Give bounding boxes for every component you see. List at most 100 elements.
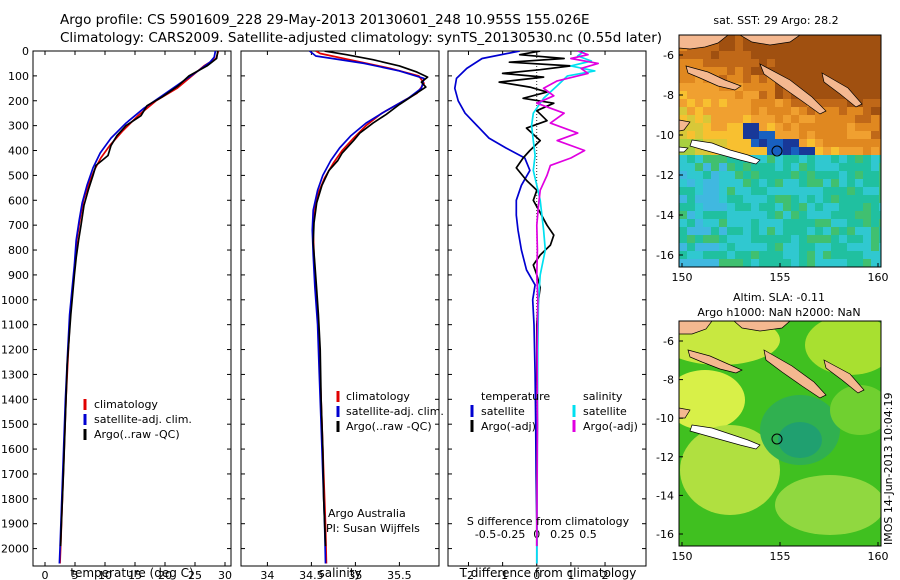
legend-label-satellite: satellite-adj. clim.: [94, 413, 192, 426]
map-y-tick-label: -12: [656, 169, 674, 182]
y-tick-label: 2000: [1, 543, 29, 556]
map-x-tick-label: 150: [672, 550, 693, 563]
y-tick-label: 1700: [1, 468, 29, 481]
sla-map: Altim. SLA: -0.11 Argo h1000: NaN h2000:…: [656, 291, 889, 563]
series-line-satellite-adj-clim: [309, 51, 425, 564]
salinity-profile-chart: 34 34.5 35 35.5 salinity climatology satell…: [240, 50, 444, 580]
map-x-tick-label: 155: [770, 550, 791, 563]
temperature-profile-chart: 0100200300400500600700800900100011001200…: [1, 45, 232, 580]
y-tick-label: 700: [8, 219, 29, 232]
x-tick-label: 15: [128, 569, 142, 580]
legend-label-climatology: climatology: [346, 390, 410, 403]
s-tick-label: 0.5: [579, 528, 597, 541]
map-y-tick-label: -8: [663, 374, 674, 387]
y-tick-label: 1600: [1, 443, 29, 456]
map-y-tick-label: -16: [656, 249, 674, 262]
imos-timestamp: IMOS 14-Jun-2013 10:04:19: [882, 392, 895, 545]
y-tick-label: 1100: [1, 319, 29, 332]
map-x-tick-label: 160: [868, 271, 889, 284]
map-y-tick-label: -6: [663, 49, 674, 62]
y-tick-label: 400: [8, 145, 29, 158]
x-tick-label: 1: [567, 569, 574, 580]
y-tick-label: 900: [8, 269, 29, 282]
sst-land-outline: [679, 35, 863, 165]
x-tick-label: -1: [497, 569, 508, 580]
sst-color-field: [679, 35, 881, 267]
legend-label-s-argo: Argo(-adj): [583, 420, 638, 433]
y-tick-label: 200: [8, 95, 29, 108]
map-y-tick-label: -6: [663, 335, 674, 348]
series-line-temperature-satellite: [453, 51, 538, 564]
sla-land-outline: [679, 321, 865, 450]
t-difference-label: T difference from climatology: [459, 566, 637, 580]
y-tick-label: 800: [8, 244, 29, 257]
series-line-argo-raw-qc: [312, 51, 429, 547]
y-tick-label: 1900: [1, 518, 29, 531]
difference-legend-salinity: salinity satellite Argo(-adj): [572, 390, 638, 433]
temperature-axes-frame: [32, 50, 232, 567]
x-tick-label: 5: [72, 569, 79, 580]
difference-legend-temperature: temperature satellite Argo(-adj): [470, 390, 550, 433]
y-tick-label: 300: [8, 120, 29, 133]
x-tick-label: 10: [98, 569, 112, 580]
map-x-tick-label: 160: [868, 550, 889, 563]
map-y-tick-label: -14: [656, 489, 674, 502]
map-y-tick-label: -10: [656, 129, 674, 142]
s-difference-label: S difference from climatology: [467, 515, 630, 528]
map-y-tick-label: -14: [656, 209, 674, 222]
y-tick-label: 0: [22, 45, 29, 58]
legend-label-climatology: climatology: [94, 398, 158, 411]
y-tick-label: 100: [8, 70, 29, 83]
s-tick-label: 0.25: [550, 528, 575, 541]
x-tick-label: 20: [158, 569, 172, 580]
series-line-temperature-argo-adj: [498, 51, 572, 547]
map-y-tick-label: -16: [656, 528, 674, 541]
y-tick-label: 1300: [1, 368, 29, 381]
program-label: Argo Australia: [328, 507, 406, 520]
y-tick-label: 1500: [1, 418, 29, 431]
legend-label-argo: Argo(..raw -QC): [94, 428, 180, 441]
float-position-marker: [771, 145, 783, 157]
x-tick-label: 0: [42, 569, 49, 580]
figure-title-line2: Climatology: CARS2009. Satellite-adjuste…: [60, 30, 662, 46]
map-y-tick-label: -8: [663, 89, 674, 102]
legend-label-satellite: satellite-adj. clim.: [346, 405, 444, 418]
legend-title-temperature: temperature: [481, 390, 550, 403]
s-tick-label: -0.25: [497, 528, 525, 541]
x-tick-label: 0: [533, 569, 540, 580]
legend-title-salinity: salinity: [583, 390, 623, 403]
temperature-legend: climatology satellite-adj. clim. Argo(..…: [83, 398, 192, 441]
y-tick-label: 1400: [1, 393, 29, 406]
sst-map: sat. SST: 29 Argo: 28.2 150 155 160 -6 -8 -10…: [656, 14, 888, 284]
map-y-tick-label: -10: [656, 412, 674, 425]
x-tick-label: 25: [188, 569, 202, 580]
series-line-salinity-argo-adj: [535, 51, 600, 547]
y-tick-label: 1800: [1, 493, 29, 506]
x-tick-label: 2: [602, 569, 609, 580]
y-tick-label: 500: [8, 169, 29, 182]
sla-map-title-line2: Argo h1000: NaN h2000: NaN: [697, 306, 860, 319]
x-tick-label: 34.5: [299, 569, 324, 580]
map-x-tick-label: 155: [770, 271, 791, 284]
legend-label-argo: Argo(..raw -QC): [346, 420, 432, 433]
float-position-marker: [771, 433, 783, 445]
salinity-legend: climatology satellite-adj. clim. Argo(..…: [336, 390, 444, 433]
figure-title-line1: Argo profile: CS 5901609_228 29-May-2013…: [60, 12, 590, 28]
legend-label-s-satellite: satellite: [583, 405, 627, 418]
series-line-argo-raw-qc: [59, 51, 219, 547]
x-tick-label: 34: [260, 569, 274, 580]
map-y-tick-label: -12: [656, 451, 674, 464]
pi-label: PI: Susan Wijffels: [326, 522, 420, 535]
salinity-xlabel: salinity: [318, 566, 361, 580]
salinity-axes-frame: [240, 50, 440, 567]
x-tick-label: 35.5: [387, 569, 412, 580]
x-tick-label: -2: [463, 569, 474, 580]
sla-map-title-line1: Altim. SLA: -0.11: [733, 291, 825, 304]
y-tick-label: 600: [8, 194, 29, 207]
x-tick-label: 30: [218, 569, 232, 580]
difference-profile-chart: -2 -1 0 1 2-0.5 -0.25 0 0.25 0.5 S difference fr…: [447, 50, 647, 580]
x-tick-label: 35: [348, 569, 362, 580]
legend-label-t-argo: Argo(-adj): [481, 420, 536, 433]
difference-axes-frame: [447, 50, 647, 567]
